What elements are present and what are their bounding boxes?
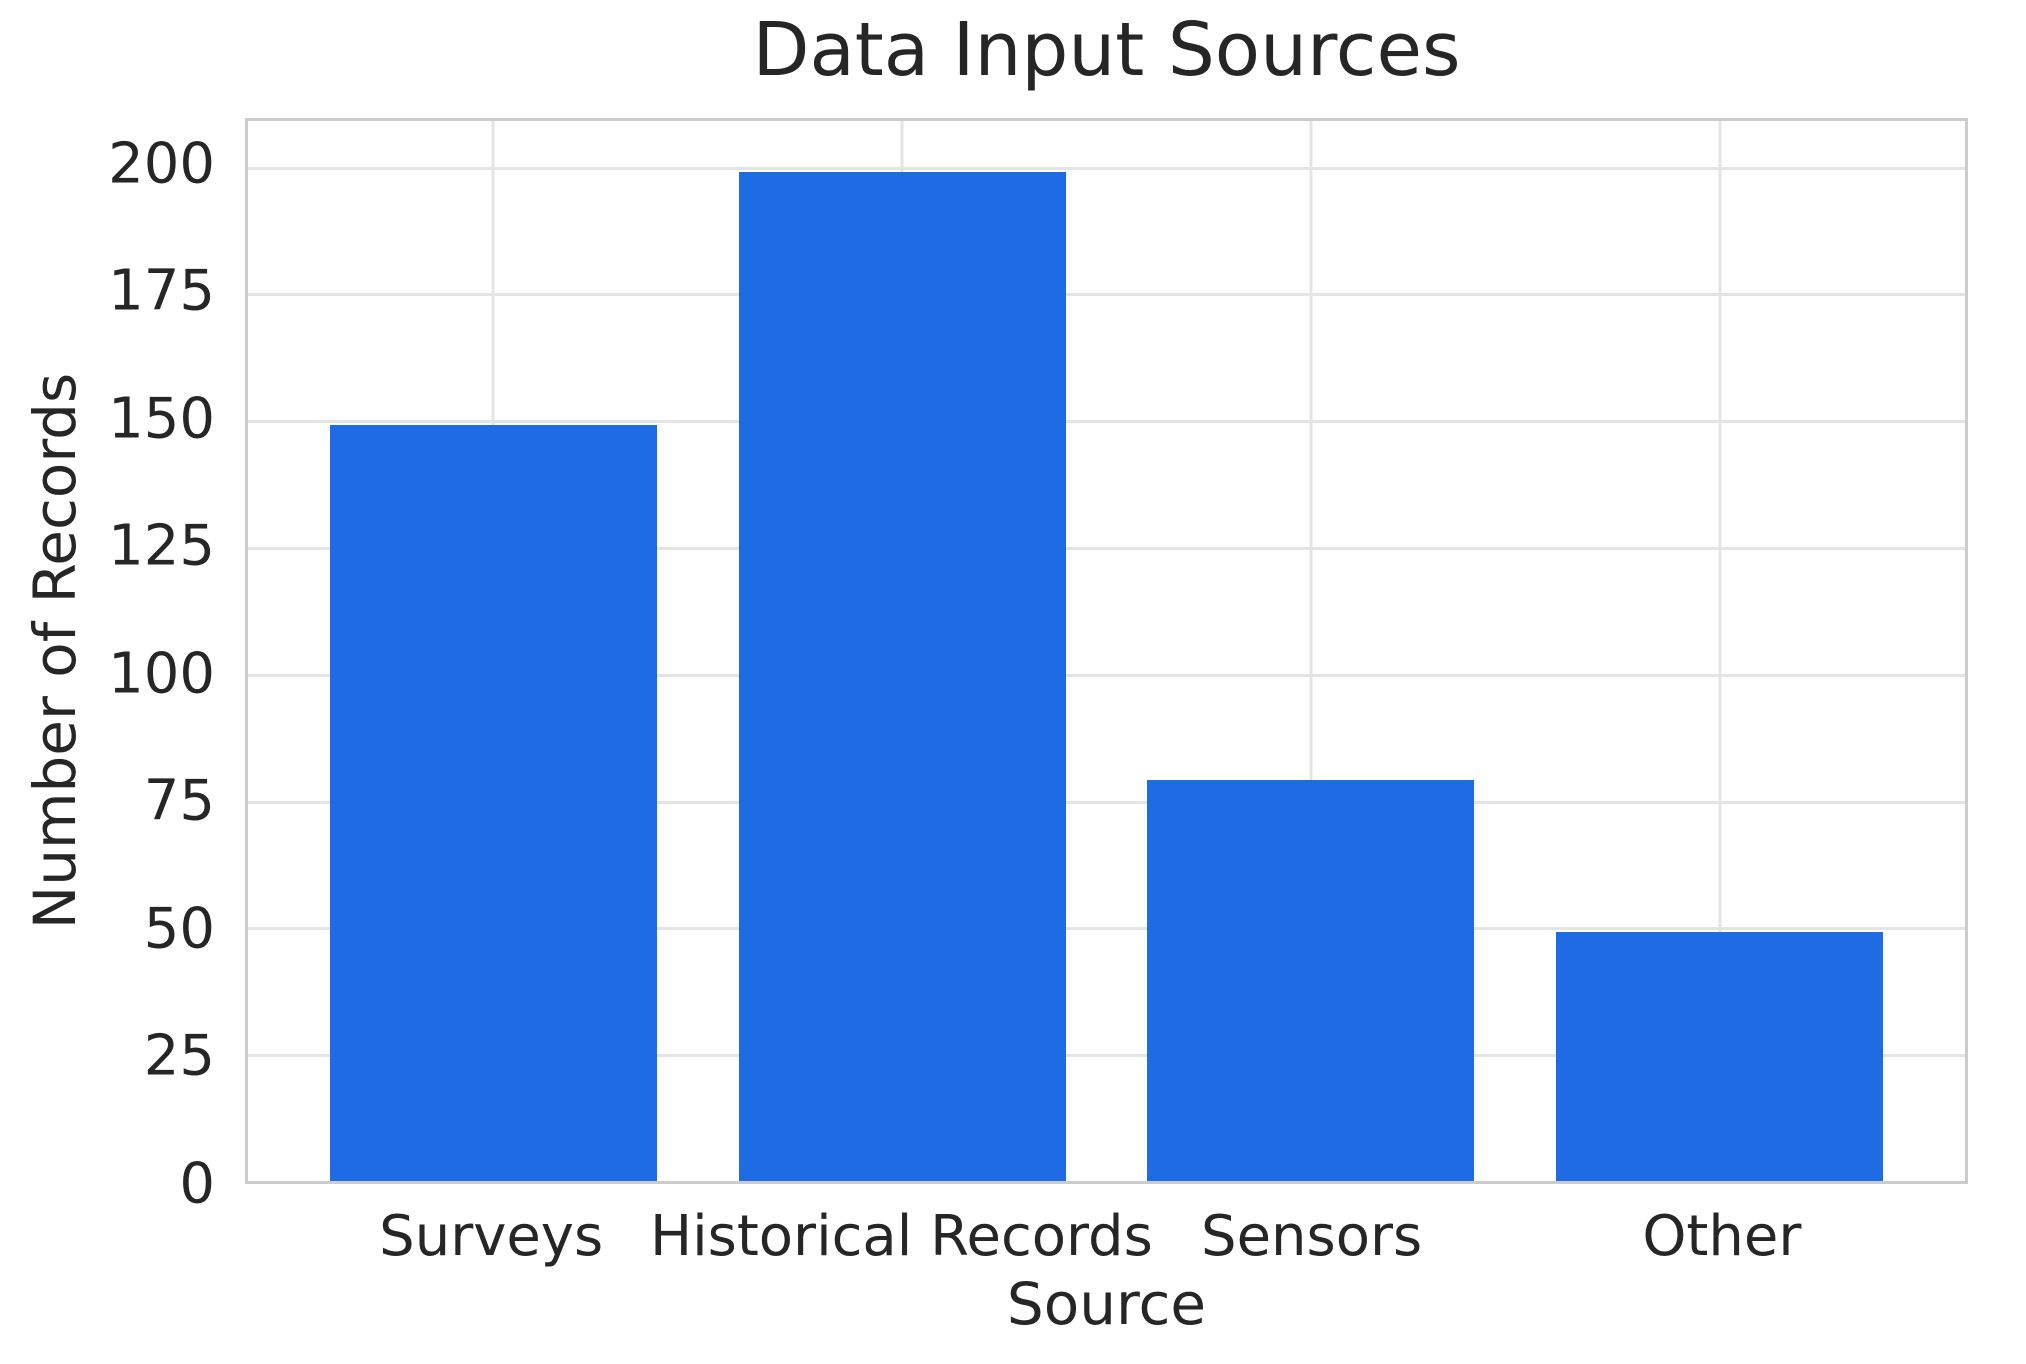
gridline-v: [1309, 121, 1313, 1181]
gridline-h: [248, 800, 1965, 804]
y-tick-label: 100: [108, 641, 215, 707]
gridline-h: [248, 927, 1965, 931]
chart-title: Data Input Sources: [752, 7, 1461, 93]
y-tick-label: 50: [143, 896, 215, 962]
y-tick-label: 200: [108, 131, 215, 197]
y-tick-label: 175: [108, 258, 215, 324]
gridline-v: [1718, 121, 1722, 1181]
gridline-h: [248, 166, 1965, 170]
y-axis-ticks: 0 25 50 75 100 125 150 175 200: [0, 118, 215, 1216]
gridline-h: [248, 420, 1965, 424]
x-tick-label: Other: [1642, 1204, 1802, 1269]
x-axis-ticks: Surveys Historical Records Sensors Other: [245, 1204, 1968, 1276]
y-tick-label: 0: [179, 1151, 215, 1217]
y-tick-label: 25: [143, 1023, 215, 1089]
x-axis-label: Source: [1006, 1270, 1207, 1338]
gridline-h: [248, 547, 1965, 551]
x-tick-label: Historical Records: [649, 1204, 1153, 1269]
gridline-h: [248, 673, 1965, 677]
x-tick-label: Surveys: [379, 1204, 604, 1269]
gridline-h: [248, 1054, 1965, 1058]
y-tick-label: 150: [108, 386, 215, 452]
y-tick-label: 125: [108, 513, 215, 579]
x-tick-label: Sensors: [1201, 1204, 1423, 1269]
plot-area: [245, 118, 1968, 1184]
bar-historical-records: [738, 171, 1066, 1181]
bar-sensors: [1147, 780, 1475, 1181]
bar-surveys: [329, 425, 657, 1181]
y-tick-label: 75: [143, 768, 215, 834]
bar-other: [1556, 932, 1884, 1181]
gridline-h: [248, 293, 1965, 297]
